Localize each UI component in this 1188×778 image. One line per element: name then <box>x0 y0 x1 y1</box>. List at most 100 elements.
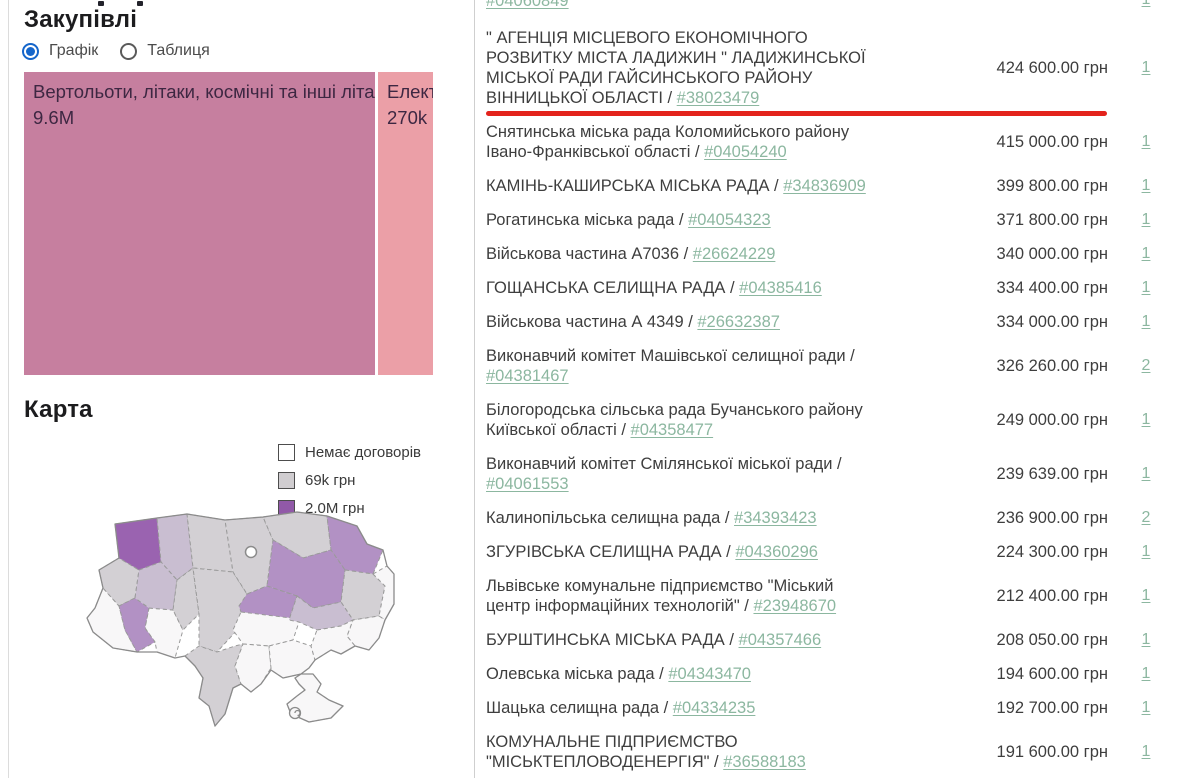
payer-id-link[interactable]: #04357466 <box>738 631 822 649</box>
sevastopol-spiral-icon <box>288 706 302 720</box>
contract-count-link[interactable]: 1 <box>1141 245 1151 262</box>
payer-id-link[interactable]: #04054240 <box>704 143 787 161</box>
contract-count-link[interactable]: 1 <box>1141 133 1151 150</box>
ukraine-choropleth-map <box>85 506 395 738</box>
payer-id-link[interactable]: #38023479 <box>676 89 760 107</box>
payer-name: Білогородська сільська рада Бучанського … <box>486 401 863 439</box>
contract-count-link[interactable]: 2 <box>1141 357 1151 374</box>
payer-name: Військова частина А7036 / #26624229 <box>486 245 776 263</box>
legend-item-none: Немає договорів <box>278 444 421 461</box>
payer-amount: 212 400.00 грн <box>996 586 1108 605</box>
region-zaporizhzhia[interactable] <box>310 618 356 661</box>
payer-name: ГОЩАНСЬКА СЕЛИЩНА РАДА / #04385416 <box>486 279 822 297</box>
payer-row: Снятинська міська рада Коломийського рай… <box>486 122 1188 162</box>
payers-list-panel: #04060849 1 " АГЕНЦІЯ МІСЦЕВОГО ЕКОНОМІЧ… <box>486 0 1188 778</box>
contract-count-link[interactable]: 1 <box>1141 587 1151 604</box>
payer-name: Рогатинська міська рада / #04054323 <box>486 211 771 229</box>
radio-table-view[interactable]: Таблиця <box>120 42 210 60</box>
contract-count-link[interactable]: 1 <box>1118 0 1174 11</box>
payer-amount: 424 600.00 грн <box>996 58 1108 77</box>
payer-row: ЗГУРІВСЬКА СЕЛИЩНА РАДА / #04360296 224 … <box>486 542 1188 562</box>
region-dnipro[interactable] <box>288 595 354 631</box>
radio-table-label[interactable]: Таблиця <box>147 42 210 59</box>
payer-id-link[interactable]: #36588183 <box>723 753 806 771</box>
payer-id-link[interactable]: #04385416 <box>739 279 822 297</box>
region-khmelnytskyi[interactable] <box>172 567 200 631</box>
chart-table-toggle: Графік Таблиця <box>22 42 210 60</box>
legend-item-low: 69k грн <box>278 472 421 489</box>
treemap-block-value: 9.6M <box>33 107 75 128</box>
payer-amount: 399 800.00 грн <box>996 176 1108 195</box>
kyiv-city-dot[interactable] <box>244 545 258 559</box>
payer-name: Олевська міська рада / #04343470 <box>486 665 751 683</box>
payer-id-link[interactable]: #26632387 <box>697 313 780 331</box>
payer-id-link[interactable]: #04381467 <box>486 367 569 385</box>
payer-amount: 334 000.00 грн <box>996 312 1108 331</box>
red-underline-annotation <box>486 111 1107 116</box>
payer-row: Калинопільська селищна рада / #34393423 … <box>486 508 1188 528</box>
payer-name: КАМІНЬ-КАШИРСЬКА МІСЬКА РАДА / #34836909 <box>486 177 866 195</box>
payer-name: Військова частина А 4349 / #26632387 <box>486 313 780 331</box>
payer-amount: 371 800.00 грн <box>996 210 1108 229</box>
contract-count-link[interactable]: 1 <box>1141 665 1151 682</box>
region-kherson[interactable] <box>268 639 316 679</box>
payer-row: КОМУНАЛЬНЕ ПІДПРИЄМСТВО "МІСЬКТЕПЛОВОДЕН… <box>486 732 1188 772</box>
payer-amount: 249 000.00 грн <box>996 410 1108 429</box>
payer-row: Виконавчий комітет Смілянської міської р… <box>486 454 1188 494</box>
treemap-block-aircraft[interactable]: Вертольоти, літаки, космічні та інші літ… <box>24 72 375 375</box>
payer-id-link[interactable]: #34393423 <box>734 509 817 527</box>
contract-count-link[interactable]: 1 <box>1141 743 1151 760</box>
payer-id-link[interactable]: #26624229 <box>692 245 776 263</box>
payer-row: Шацька селищна рада / #04334235 192 700.… <box>486 698 1188 718</box>
radio-button-icon[interactable] <box>22 42 39 60</box>
payer-id-link[interactable]: #04054323 <box>688 211 771 229</box>
payer-id-link[interactable]: #04343470 <box>668 665 751 683</box>
payer-amount: 191 600.00 грн <box>996 742 1108 761</box>
contract-count-link[interactable]: 1 <box>1141 211 1151 228</box>
payer-row: Рогатинська міська рада / #04054323 371 … <box>486 210 1188 230</box>
treemap-block-electro[interactable]: Електр 270k <box>378 72 433 375</box>
contract-count-link[interactable]: 1 <box>1141 699 1151 716</box>
payer-row: Олевська міська рада / #04343470 194 600… <box>486 664 1188 684</box>
region-vinnytsia[interactable] <box>192 567 248 653</box>
contract-count-link[interactable]: 1 <box>1141 411 1151 428</box>
radio-button-icon[interactable] <box>120 42 138 60</box>
radio-chart-view[interactable]: Графік <box>22 42 98 60</box>
contract-count-link[interactable]: 1 <box>1141 177 1151 194</box>
payer-id-link[interactable]: #23948670 <box>753 597 837 615</box>
contract-count-link[interactable]: 2 <box>1141 509 1151 526</box>
payer-name: КОМУНАЛЬНЕ ПІДПРИЄМСТВО "МІСЬКТЕПЛОВОДЕН… <box>486 733 806 771</box>
contract-count-link[interactable]: 1 <box>1141 313 1151 330</box>
contract-count-link[interactable]: 1 <box>1141 279 1151 296</box>
payer-amount: 326 260.00 грн <box>996 356 1108 375</box>
payer-row: Виконавчий комітет Машівської селищної р… <box>486 346 1188 386</box>
payer-row: Білогородська сільська рада Бучанського … <box>486 400 1188 440</box>
map-regions <box>86 511 395 728</box>
payer-name: Шацька селищна рада / #04334235 <box>486 699 756 717</box>
contract-count-link[interactable]: 1 <box>1141 465 1151 482</box>
legend-swatch-gray <box>278 472 295 489</box>
ukraine-outline <box>86 511 395 727</box>
legend-label: 69k грн <box>305 472 356 489</box>
payer-id-link[interactable]: #04360296 <box>735 543 818 561</box>
payers-rows: " АГЕНЦІЯ МІСЦЕВОГО ЕКОНОМІЧНОГО РОЗВИТК… <box>486 28 1188 778</box>
contract-count-link[interactable]: 1 <box>1141 543 1151 560</box>
payer-row: Військова частина А7036 / #26624229 340 … <box>486 244 1188 264</box>
region-odesa[interactable] <box>184 643 244 728</box>
payer-id-link[interactable]: #04061553 <box>486 475 569 493</box>
payer-amount: 224 300.00 грн <box>996 542 1108 561</box>
payer-id-link[interactable]: #04334235 <box>672 699 756 717</box>
payer-name: Калинопільська селищна рада / #34393423 <box>486 509 817 527</box>
cropped-text-artifact <box>98 1 104 6</box>
payer-row: КАМІНЬ-КАШИРСЬКА МІСЬКА РАДА / #34836909… <box>486 176 1188 196</box>
region-ivano-frankivsk[interactable] <box>118 597 156 653</box>
payer-id-link[interactable]: #04358477 <box>630 421 714 439</box>
payer-id-link[interactable]: #04060849 <box>486 0 569 10</box>
payer-id-link[interactable]: #34836909 <box>783 177 866 195</box>
radio-chart-label[interactable]: Графік <box>49 42 99 59</box>
payer-row: Військова частина А 4349 / #26632387 334… <box>486 312 1188 332</box>
contract-count-link[interactable]: 1 <box>1141 59 1151 76</box>
contract-count-link[interactable]: 1 <box>1141 631 1151 648</box>
payer-name: Виконавчий комітет Смілянської міської р… <box>486 455 842 493</box>
